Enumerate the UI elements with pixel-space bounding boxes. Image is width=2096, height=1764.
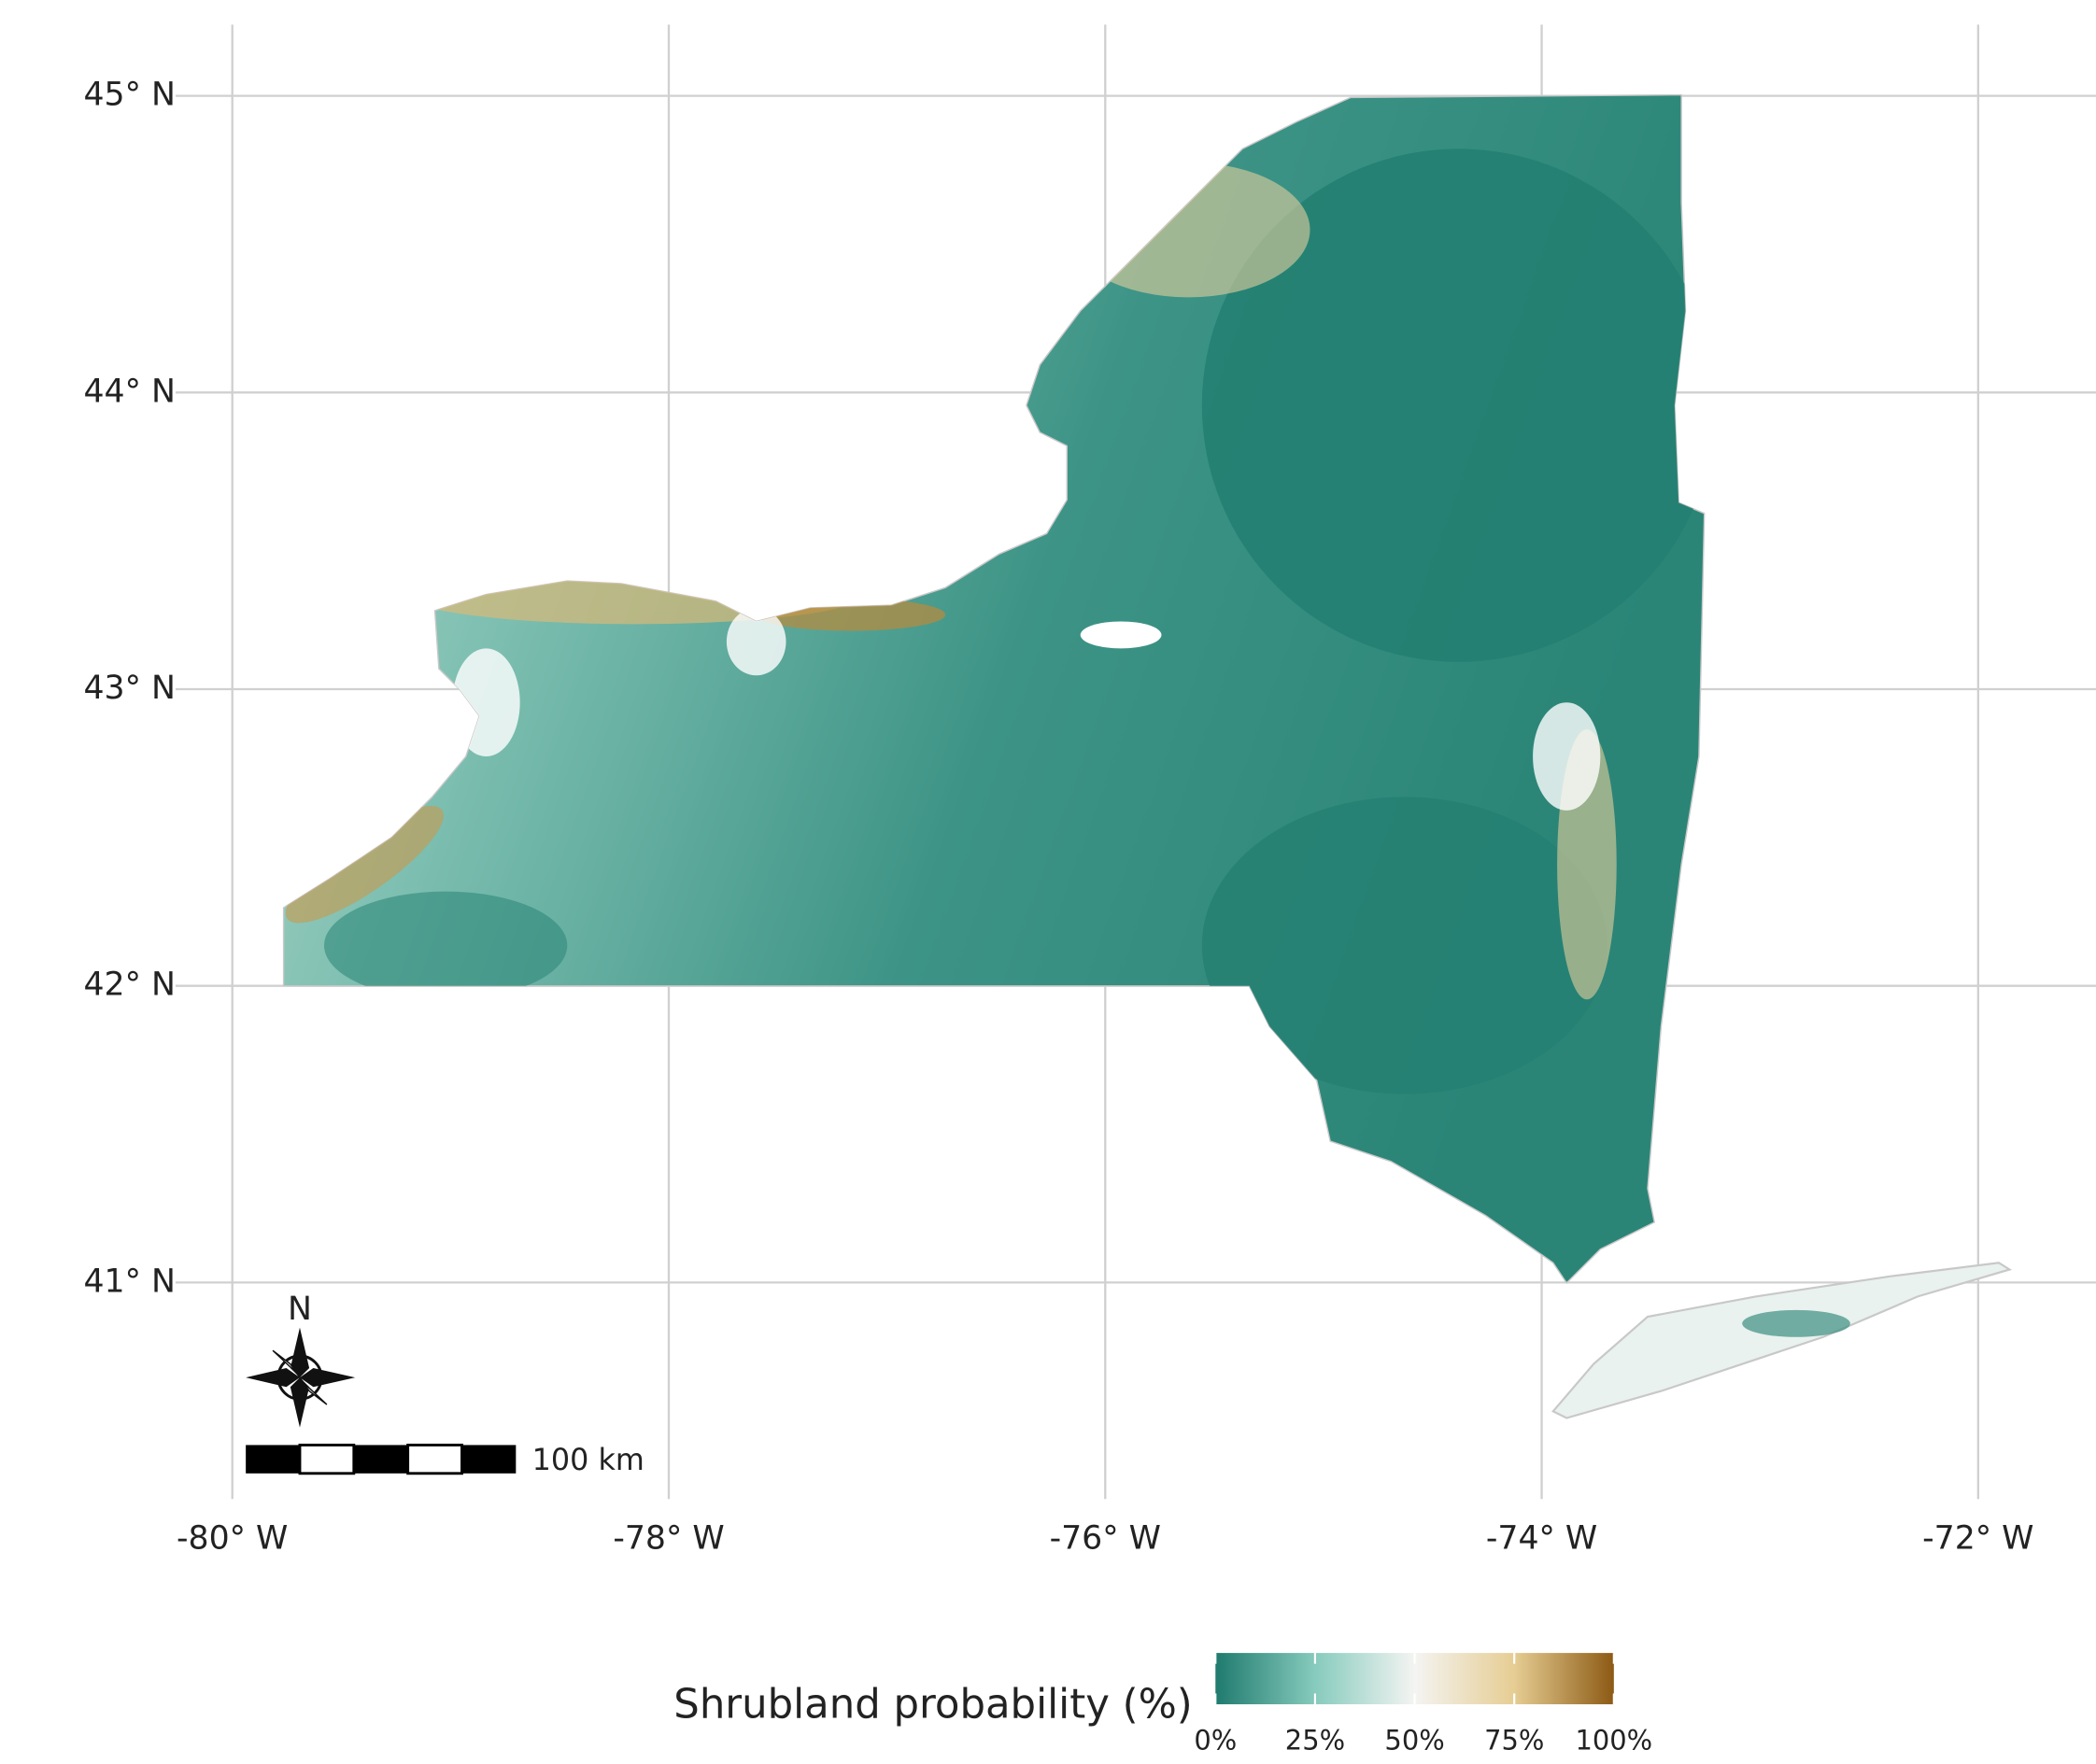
scale-bar: 100 km [246, 1443, 644, 1477]
scale-bar-label: 100 km [532, 1443, 644, 1477]
y-tick-label: 43° N [83, 670, 175, 707]
legend-title: Shrubland probability (%) [673, 1681, 1192, 1728]
legend: Shrubland probability (%) 0% 25% 50% 75% 100… [673, 1653, 1653, 1757]
y-tick-label: 44° N [83, 373, 175, 410]
x-tick-label: -76° W [1050, 1520, 1161, 1558]
long-island-patch [1742, 1309, 1850, 1337]
y-tick-label: 41° N [83, 1263, 175, 1300]
raster-patches [285, 148, 1705, 1094]
compass: N [246, 1291, 356, 1428]
legend-tick-label: 25% [1285, 1725, 1345, 1757]
legend-tick-label: 50% [1384, 1725, 1444, 1757]
x-tick-label: -72° W [1922, 1520, 2033, 1558]
x-tick-label: -74° W [1486, 1520, 1597, 1558]
x-tick-label: -80° W [177, 1520, 288, 1558]
y-tick-label: 42° N [83, 967, 175, 1004]
legend-tick-label: 100% [1576, 1725, 1653, 1757]
x-tick-label: -78° W [613, 1520, 724, 1558]
compass-label: N [288, 1291, 312, 1328]
legend-tick-label: 75% [1484, 1725, 1544, 1757]
y-tick-label: 45° N [83, 77, 175, 114]
state-raster [282, 93, 2013, 1419]
legend-tick-label: 0% [1194, 1725, 1237, 1757]
axis-labels: -80° W -78° W -76° W -74° W -72° W 41° N 42° N… [83, 77, 2033, 1558]
long-island [1551, 1262, 2013, 1419]
